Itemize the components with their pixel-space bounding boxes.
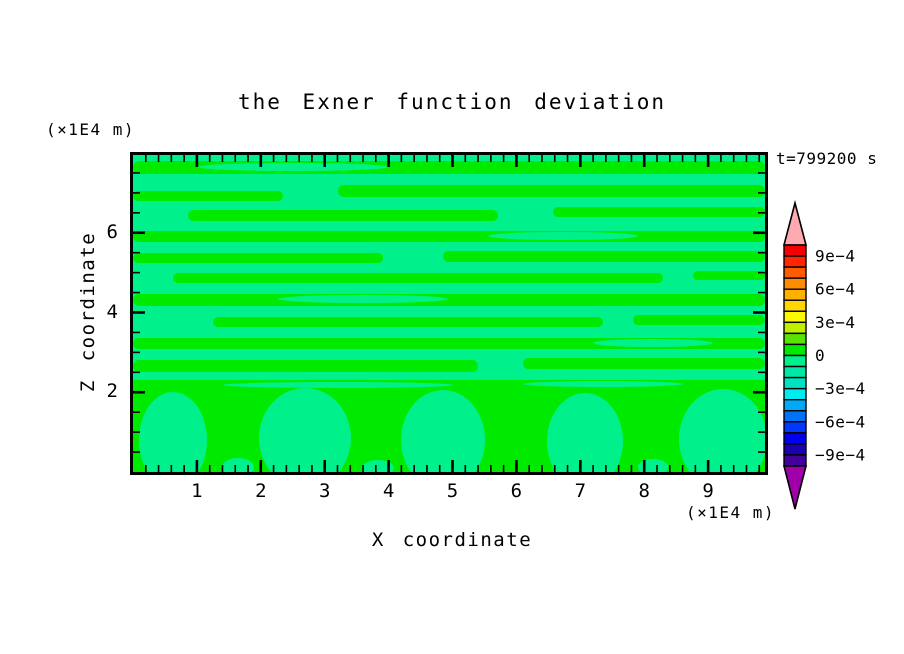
- negative-contour-lens: [593, 339, 713, 347]
- colorbar-segment: [783, 266, 807, 279]
- colorbar-segment: [783, 310, 807, 324]
- negative-contour-lens: [198, 163, 388, 171]
- colorbar: 9e−4 6e−4 3e−4 0 −3e−4 −6e−4 −9e−4: [781, 199, 901, 520]
- x-tick-label: 3: [318, 480, 331, 502]
- x-tick-label: 2: [255, 480, 267, 502]
- page-title: the Exner function deviation: [237, 90, 666, 114]
- positive-contour-band: [553, 207, 765, 217]
- colorbar-segment: [783, 343, 807, 357]
- positive-contour-band: [188, 210, 498, 221]
- colorbar-canvas: 9e−4 6e−4 3e−4 0 −3e−4 −6e−4 −9e−4: [782, 199, 866, 510]
- colorbar-segment: [783, 321, 807, 335]
- x-tick-label: 9: [702, 480, 714, 502]
- x-axis-unit-label: (×1E4 m): [686, 503, 776, 522]
- colorbar-label: 0: [815, 346, 825, 365]
- colorbar-segment: [783, 288, 807, 301]
- x-axis-title: X coordinate: [371, 529, 533, 551]
- colorbar-segment: [783, 365, 807, 379]
- positive-contour-band: [173, 273, 663, 283]
- colorbar-segment: [783, 244, 807, 257]
- positive-contour-band: [633, 315, 765, 325]
- colorbar-label: 3e−4: [815, 313, 856, 332]
- y-tick-label: 6: [106, 220, 118, 243]
- negative-contour-lens: [488, 232, 638, 240]
- x-tick-label: 4: [382, 480, 395, 502]
- y-tick-label: 2: [106, 380, 118, 403]
- colorbar-label: 6e−4: [815, 280, 856, 299]
- colorbar-segment: [783, 454, 807, 467]
- contour-plot-frame: [130, 152, 768, 475]
- negative-bottom-notch: [362, 460, 394, 472]
- colorbar-segment: [783, 332, 807, 346]
- colorbar-segment: [783, 299, 807, 313]
- negative-contour-lens: [278, 295, 448, 303]
- x-tick-label: 1: [191, 480, 203, 502]
- x-tick-label: 5: [446, 480, 459, 502]
- negative-convective-column: [259, 388, 351, 472]
- colorbar-label: 9e−4: [815, 247, 856, 266]
- colorbar-segment: [783, 387, 807, 401]
- colorbar-segment: [783, 410, 807, 423]
- positive-contour-band: [338, 185, 765, 197]
- colorbar-segment: [783, 277, 807, 290]
- colorbar-label: −9e−4: [815, 445, 866, 464]
- positive-contour-band: [213, 317, 603, 327]
- positive-contour-band: [523, 358, 765, 369]
- colorbar-segment: [783, 421, 807, 434]
- colorbar-segment: [783, 354, 807, 368]
- positive-contour-band: [133, 294, 765, 306]
- negative-convective-column: [547, 393, 623, 472]
- colorbar-label: −3e−4: [815, 379, 866, 398]
- x-tick-labels: 1 2 3 4 5 6 7 8 9: [0, 480, 904, 504]
- negative-contour-lens: [223, 382, 453, 388]
- negative-convective-column: [139, 392, 207, 472]
- positive-contour-band: [133, 231, 765, 242]
- x-tick-label: 6: [510, 480, 523, 502]
- colorbar-segment: [783, 432, 807, 445]
- positive-contour-band: [133, 360, 478, 372]
- time-annotation: t=799200 s: [776, 149, 878, 168]
- negative-bottom-notch: [222, 458, 254, 472]
- colorbar-segment: [783, 398, 807, 412]
- colorbar-segment: [783, 255, 807, 268]
- positive-contour-band: [443, 251, 765, 262]
- positive-contour-band: [133, 253, 383, 263]
- x-tick-label: 7: [574, 480, 587, 502]
- negative-convective-column: [401, 390, 485, 472]
- colorbar-segment: [783, 376, 807, 390]
- x-tick-label: 8: [638, 480, 650, 502]
- negative-contour-lens: [523, 381, 683, 387]
- y-tick-labels: 2 4 6: [92, 0, 118, 654]
- positive-contour-band: [133, 191, 283, 201]
- negative-convective-column: [679, 389, 765, 472]
- y-axis-title: Z coordinate: [77, 231, 99, 393]
- colorbar-under-arrow: [782, 465, 808, 510]
- contour-plot-canvas: [133, 155, 765, 472]
- colorbar-segment: [783, 443, 807, 456]
- colorbar-over-arrow: [782, 199, 808, 246]
- y-tick-label: 4: [106, 300, 118, 323]
- positive-contour-band: [693, 271, 765, 280]
- colorbar-label: −6e−4: [815, 412, 866, 431]
- y-axis-unit-label: (×1E4 m): [46, 120, 136, 139]
